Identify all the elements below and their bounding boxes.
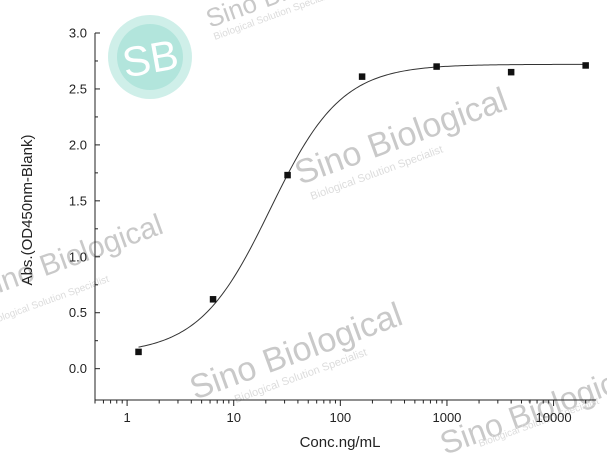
x-tick-label: 10000 [535,410,571,425]
sb-logo: SB [108,15,192,99]
data-point [135,348,142,356]
y-tick-label: 0.5 [69,305,87,320]
y-tick-label: 1.0 [69,249,87,264]
sb-logo-text: SB [119,30,182,86]
x-tick-label: 1000 [432,410,461,425]
data-point [284,171,291,179]
watermark-brand-1: Sino Biological [290,81,513,193]
x-tick-label: 10 [226,410,240,425]
data-points [135,62,589,356]
x-axis-title: Conc.ng/mL [300,434,381,451]
x-tick-label: 100 [329,410,351,425]
y-tick-label: 1.5 [69,193,87,208]
y-tick-label: 2.0 [69,137,87,152]
y-tick-label: 3.0 [69,26,87,41]
data-point [433,63,440,70]
y-axis-title: Abs.(OD450nm-Blank) [19,135,36,286]
x-axis-ticks: 1 10 100 1000 10000 [94,400,587,425]
data-point [358,73,366,80]
data-point [507,68,515,76]
x-tick-label: 1 [123,410,130,425]
y-tick-label: 2.5 [69,81,87,96]
data-point [582,62,589,69]
data-point [209,296,217,303]
y-tick-label: 0.0 [69,361,87,376]
watermark-brand-2: Sino Biological [185,296,408,408]
y-axis-ticks: 0.0 0.5 1.0 1.5 2.0 2.5 3.0 [69,26,100,376]
fit-curve [138,63,586,348]
